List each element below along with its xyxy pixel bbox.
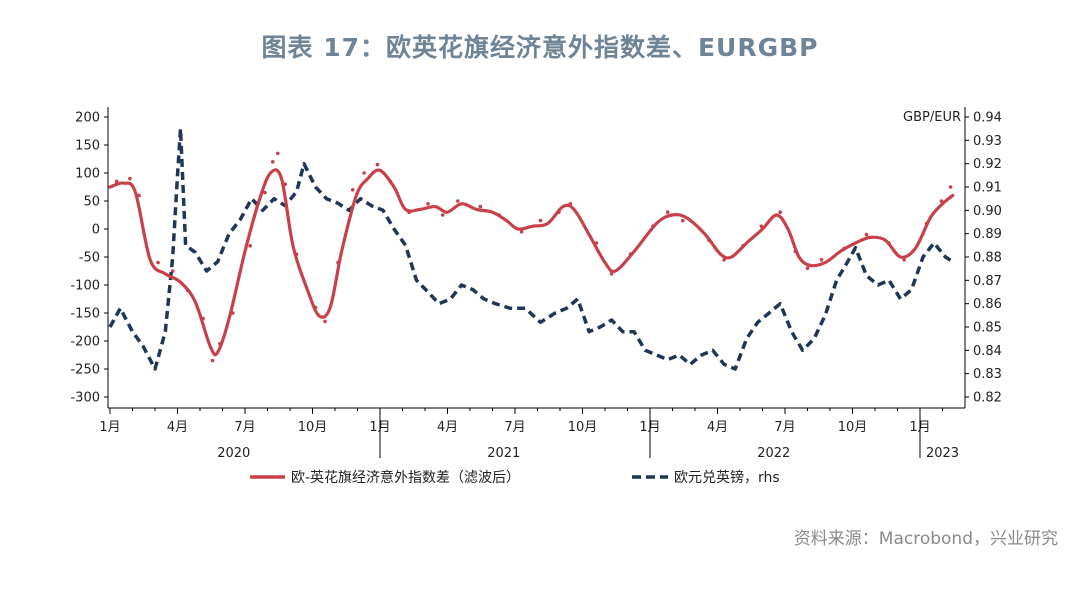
raw-diff-point xyxy=(170,269,175,273)
raw-diff-point xyxy=(263,190,267,195)
right-tick-label: 0.82 xyxy=(973,391,1002,406)
raw-diff-point xyxy=(128,176,132,181)
x-tick-label: 7月 xyxy=(234,420,255,435)
year-label: 2023 xyxy=(926,446,959,461)
raw-diff-point xyxy=(375,162,380,167)
left-tick-label: 200 xyxy=(75,111,100,126)
raw-diff-point xyxy=(114,179,119,184)
right-tick-label: 0.93 xyxy=(973,134,1002,149)
right-axis-title: GBP/EUR xyxy=(903,110,961,125)
left-tick-label: 100 xyxy=(75,167,100,182)
raw-diff-point xyxy=(519,230,524,234)
raw-diff-point xyxy=(440,213,445,217)
raw-diff-point xyxy=(156,260,160,265)
left-tick-label: -100 xyxy=(70,279,100,294)
raw-diff-point xyxy=(350,188,355,192)
surprise-diff-series xyxy=(108,168,955,357)
raw-diff-point xyxy=(902,258,906,262)
raw-diff-point xyxy=(456,199,460,203)
left-tick-label: 150 xyxy=(75,139,100,154)
red-dot-markers xyxy=(114,151,953,363)
legend-label-red: 欧-英花旗经济意外指数差（滤波后） xyxy=(291,469,520,486)
raw-diff-point xyxy=(478,204,483,209)
right-tick-label: 0.92 xyxy=(973,157,1002,172)
year-label: 2020 xyxy=(217,446,250,461)
raw-diff-point xyxy=(362,171,366,175)
x-tick-label: 10月 xyxy=(568,420,598,435)
x-tick-label: 4月 xyxy=(437,420,458,435)
legend: 欧-英花旗经济意外指数差（滤波后） 欧元兑英镑，rhs xyxy=(250,469,780,486)
raw-diff-point xyxy=(948,185,953,189)
raw-diff-point xyxy=(270,160,275,164)
raw-diff-point xyxy=(805,266,810,271)
right-tick-label: 0.88 xyxy=(973,251,1002,266)
raw-diff-point xyxy=(323,319,327,324)
right-tick-label: 0.94 xyxy=(973,111,1002,126)
source-note: 资料来源：Macrobond，兴业研究 xyxy=(793,529,1058,549)
legend-label-navy: 欧元兑英镑，rhs xyxy=(674,469,780,486)
raw-diff-point xyxy=(426,202,430,206)
year-label: 2021 xyxy=(487,446,520,461)
raw-diff-point xyxy=(778,210,782,214)
x-tick-label: 4月 xyxy=(707,420,728,435)
right-tick-label: 0.86 xyxy=(973,297,1002,312)
left-tick-label: 0 xyxy=(92,223,100,238)
x-tick-label: 10月 xyxy=(838,420,868,435)
raw-diff-point xyxy=(210,358,215,363)
raw-diff-point xyxy=(248,244,252,248)
x-tick-label: 4月 xyxy=(167,420,188,435)
raw-diff-point xyxy=(665,210,670,214)
chart-title: 图表 17：欧英花旗经济意外指数差、EURGBP xyxy=(261,33,819,62)
chart-axes: 200 150 100 50 0 -50 -100 -150 -200 -250 -300 0.94 0… xyxy=(70,107,1002,461)
raw-diff-point xyxy=(819,258,824,262)
right-tick-label: 0.87 xyxy=(973,274,1002,289)
right-tick-label: 0.91 xyxy=(973,181,1002,196)
raw-diff-point xyxy=(276,151,280,156)
year-label: 2022 xyxy=(757,446,790,461)
left-tick-label: -50 xyxy=(79,251,100,266)
left-tick-label: 50 xyxy=(83,195,100,210)
right-tick-label: 0.84 xyxy=(973,344,1002,359)
x-tick-label: 7月 xyxy=(774,420,795,435)
raw-diff-point xyxy=(137,193,141,198)
raw-diff-point xyxy=(864,232,869,237)
right-tick-label: 0.85 xyxy=(973,321,1002,336)
surprise-diff-line xyxy=(108,168,955,357)
right-tick-label: 0.90 xyxy=(973,204,1002,219)
right-tick-label: 0.89 xyxy=(973,227,1002,242)
x-tick-label: 10月 xyxy=(298,420,328,435)
left-tick-label: -200 xyxy=(70,335,100,350)
x-tick-label: 7月 xyxy=(504,420,525,435)
right-tick-label: 0.83 xyxy=(973,367,1002,382)
left-tick-label: -250 xyxy=(70,363,100,378)
left-tick-label: -150 xyxy=(70,307,100,322)
eurgbp-line xyxy=(108,126,954,371)
left-tick-label: -300 xyxy=(70,391,100,406)
raw-diff-point xyxy=(681,218,685,223)
x-tick-label: 1月 xyxy=(99,420,120,435)
raw-diff-point xyxy=(538,218,543,223)
eurgbp-series xyxy=(108,126,954,371)
